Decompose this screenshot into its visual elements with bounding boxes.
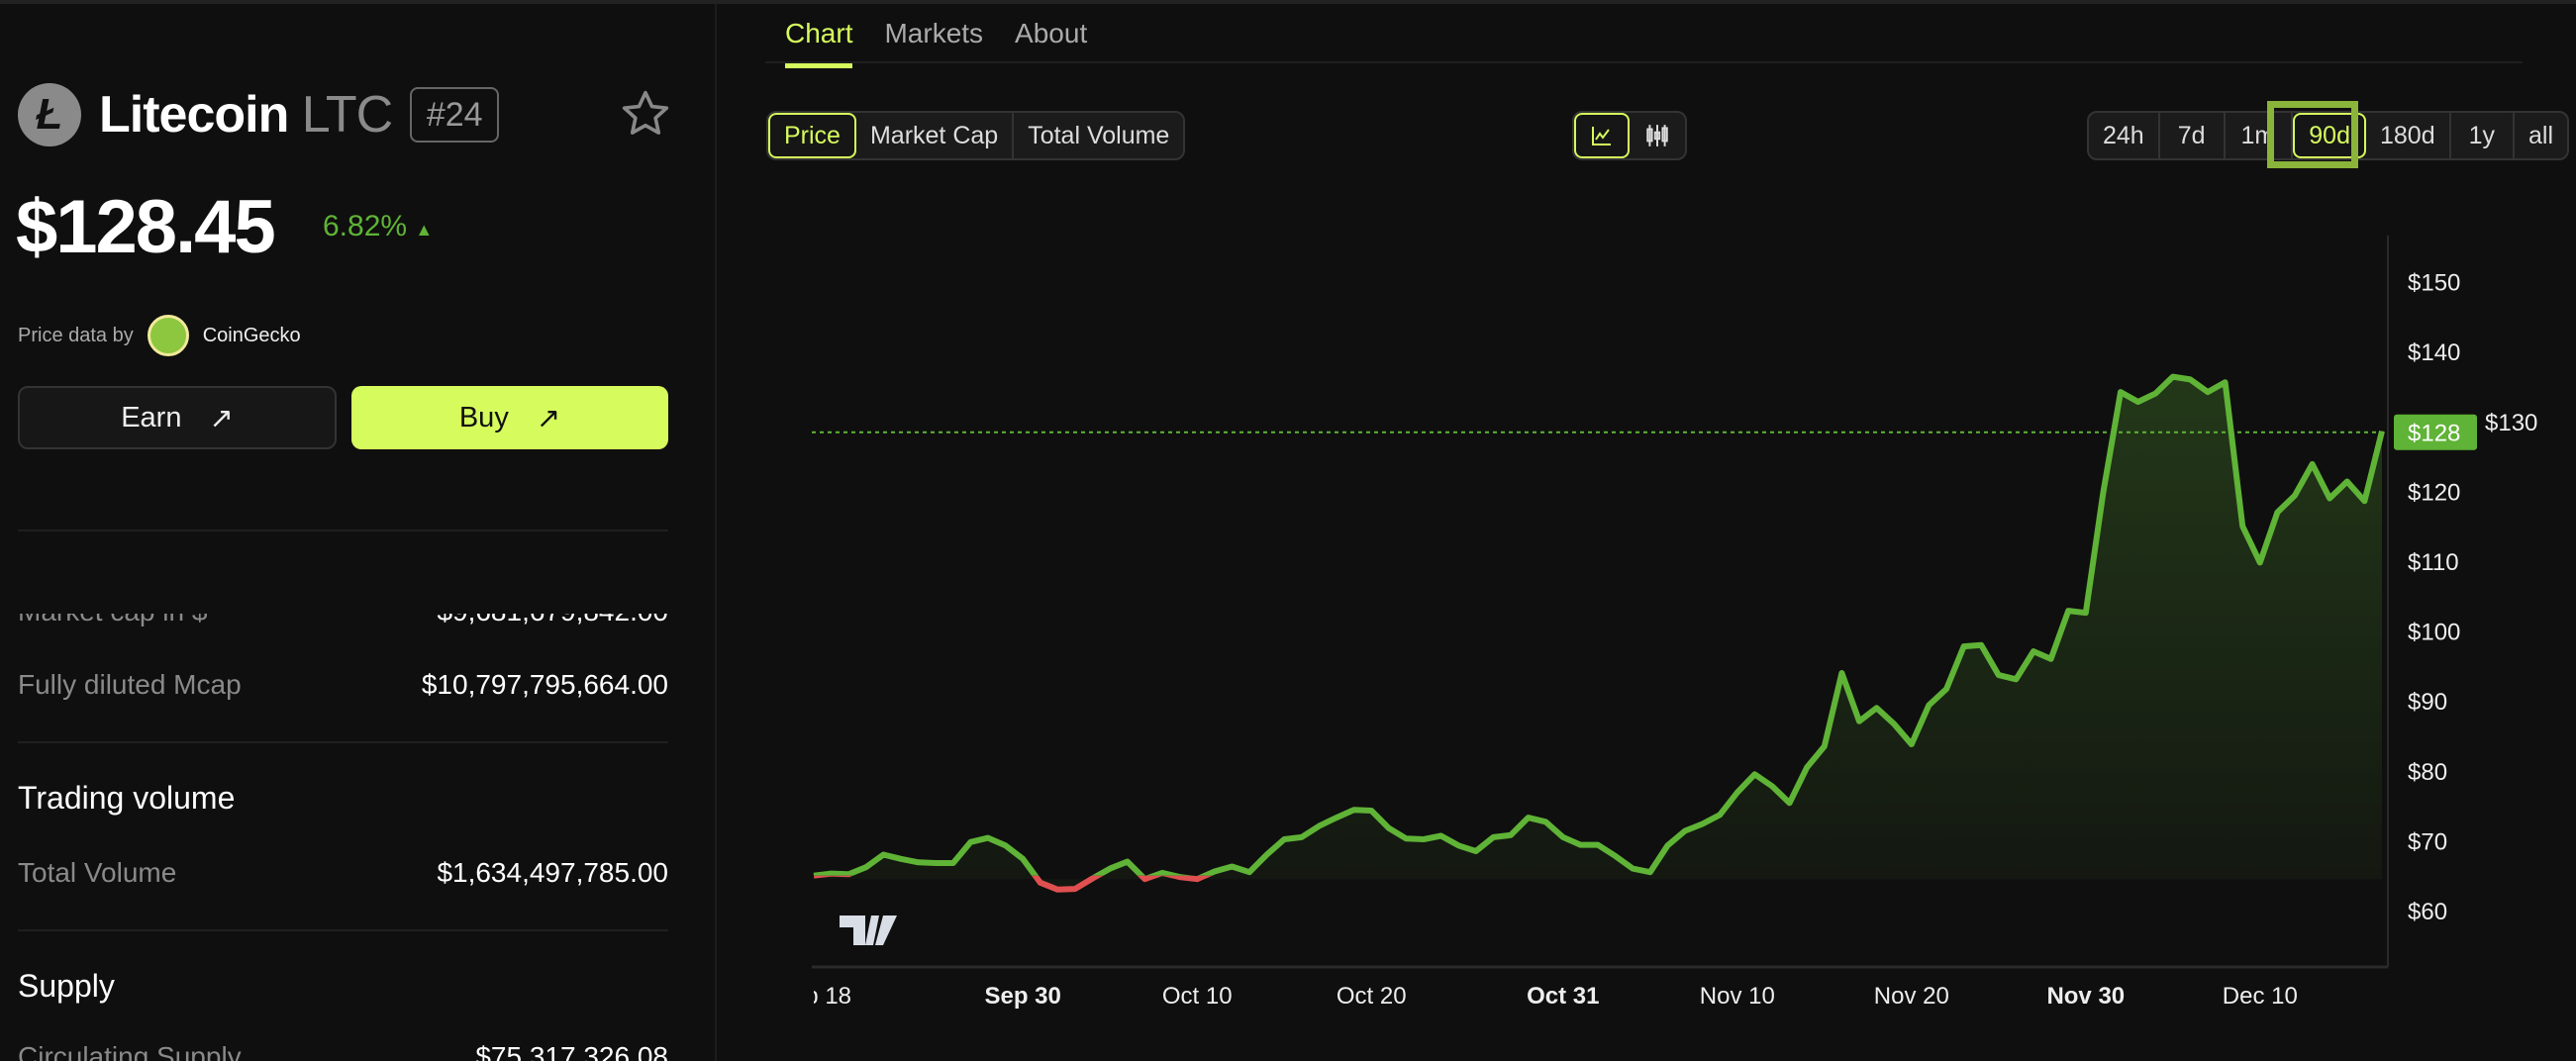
x-tick-label: Sep 18 [776,983,851,1010]
x-tick-label: Nov 20 [1874,983,1949,1010]
y-tick-label: $110 [2408,549,2459,576]
y-tick-label: $90 [2408,689,2447,716]
range-all[interactable]: all [2528,121,2554,149]
x-tick-label: Oct 10 [1162,983,1233,1010]
y-tick-label: $100 [2408,620,2460,646]
range-180d[interactable]: 180d [2366,113,2451,158]
x-tick-label: Oct 20 [1337,983,1407,1010]
coingecko-logo-icon [147,315,189,356]
coin-header: Litecoin LTC #24 [99,85,500,145]
buy-label: Buy [458,401,509,434]
line-chart-icon [1592,127,1611,145]
stat-value: $1,634,497,785.00 [437,857,668,888]
range-1y[interactable]: 1y [2451,113,2516,158]
price-change: 6.82% ▲ [323,210,433,243]
price-line-below-start [814,875,1213,893]
metric-total-volume[interactable]: Total Volume [1028,121,1170,149]
coin-name: Litecoin [99,86,289,144]
earn-button[interactable]: Earn ↗ [18,386,337,449]
y-tick-label: $70 [2408,828,2447,855]
stat-label: Circulating Supply [18,1041,242,1061]
x-tick-label: Dec 10 [2223,983,2298,1010]
y-tick-label: $60 [2408,899,2447,925]
line-chart-button[interactable] [1574,113,1630,158]
y-tick-label: $80 [2408,759,2447,786]
tradingview-logo-icon[interactable] [840,916,897,945]
stat-value: $10,797,795,664.00 [421,669,668,700]
range-24h[interactable]: 24h [2089,113,2160,158]
metric-toggle: Price Market Cap Total Volume [766,111,1186,160]
metric-price[interactable]: Price [768,113,856,158]
stat-value: $9,681,679,842.00 [437,614,668,627]
price-area [814,376,2382,890]
main-tabs: Chart Markets About [785,18,1087,68]
metric-market-cap[interactable]: Market Cap [856,113,1015,158]
tab-markets[interactable]: Markets [884,18,984,48]
section-title: Supply [18,968,115,1004]
y-tick-label: $120 [2408,479,2460,506]
stat-value: $75,317,326.08 [475,1041,668,1061]
y-tick-label: $130 [2485,410,2537,436]
litecoin-logo-icon: Ł [18,83,81,146]
stat-label: Market cap in $ [18,614,207,627]
price-change-value: 6.82% [323,210,408,242]
stat-total-volume: Total Volume $1,634,497,785.00 [18,857,668,889]
tab-chart[interactable]: Chart [785,18,853,68]
buy-button[interactable]: Buy ↗ [351,386,668,449]
price-source-label: Price data by [18,324,134,346]
stat-fdv: Fully diluted Mcap $10,797,795,664.00 [18,669,668,701]
stats-panel[interactable]: Market cap in $ $9,681,679,842.00 Fully d… [18,614,668,1061]
tab-about[interactable]: About [1015,18,1088,48]
tabs-divider [765,61,2523,63]
earn-label: Earn [121,401,182,434]
price-source: Price data by CoinGecko [18,315,301,356]
current-price-tag [2394,414,2477,450]
x-tick-label: Nov 30 [2046,983,2125,1010]
x-tick-label: Sep 30 [985,983,1061,1010]
coin-title: Litecoin LTC [99,85,393,145]
rank-badge: #24 [410,87,500,143]
y-tick-label: $150 [2408,270,2460,297]
divider [18,741,668,743]
star-icon[interactable] [619,87,672,141]
current-price-label: $128 [2408,421,2460,447]
up-arrow-icon: ▲ [415,220,434,240]
x-tick-label: Nov 10 [1700,983,1775,1010]
range-7d[interactable]: 7d [2160,113,2226,158]
coin-symbol: LTC [301,86,393,144]
price-source-name[interactable]: CoinGecko [202,324,301,346]
external-arrow-icon: ↗ [536,402,561,434]
x-tick-label: Oct 31 [1527,983,1599,1010]
stat-circulating-supply: Circulating Supply $75,317,326.08 [18,1041,668,1061]
stat-label: Total Volume [18,857,177,888]
section-title: Trading volume [18,780,236,816]
current-price: $128.45 [16,185,276,269]
chart-type-toggle [1572,111,1687,160]
candlestick-button[interactable] [1630,113,1685,158]
stat-market-cap: Market cap in $ $9,681,679,842.00 [18,614,668,627]
selection-highlight [2267,101,2358,168]
panel-divider [715,4,717,1061]
candlestick-icon [1646,125,1668,146]
external-arrow-icon: ↗ [209,402,234,434]
divider [18,530,668,531]
divider [18,929,668,931]
price-line [813,373,2385,876]
top-border [0,0,2576,4]
stat-label: Fully diluted Mcap [18,669,242,700]
y-tick-label: $140 [2408,339,2460,366]
